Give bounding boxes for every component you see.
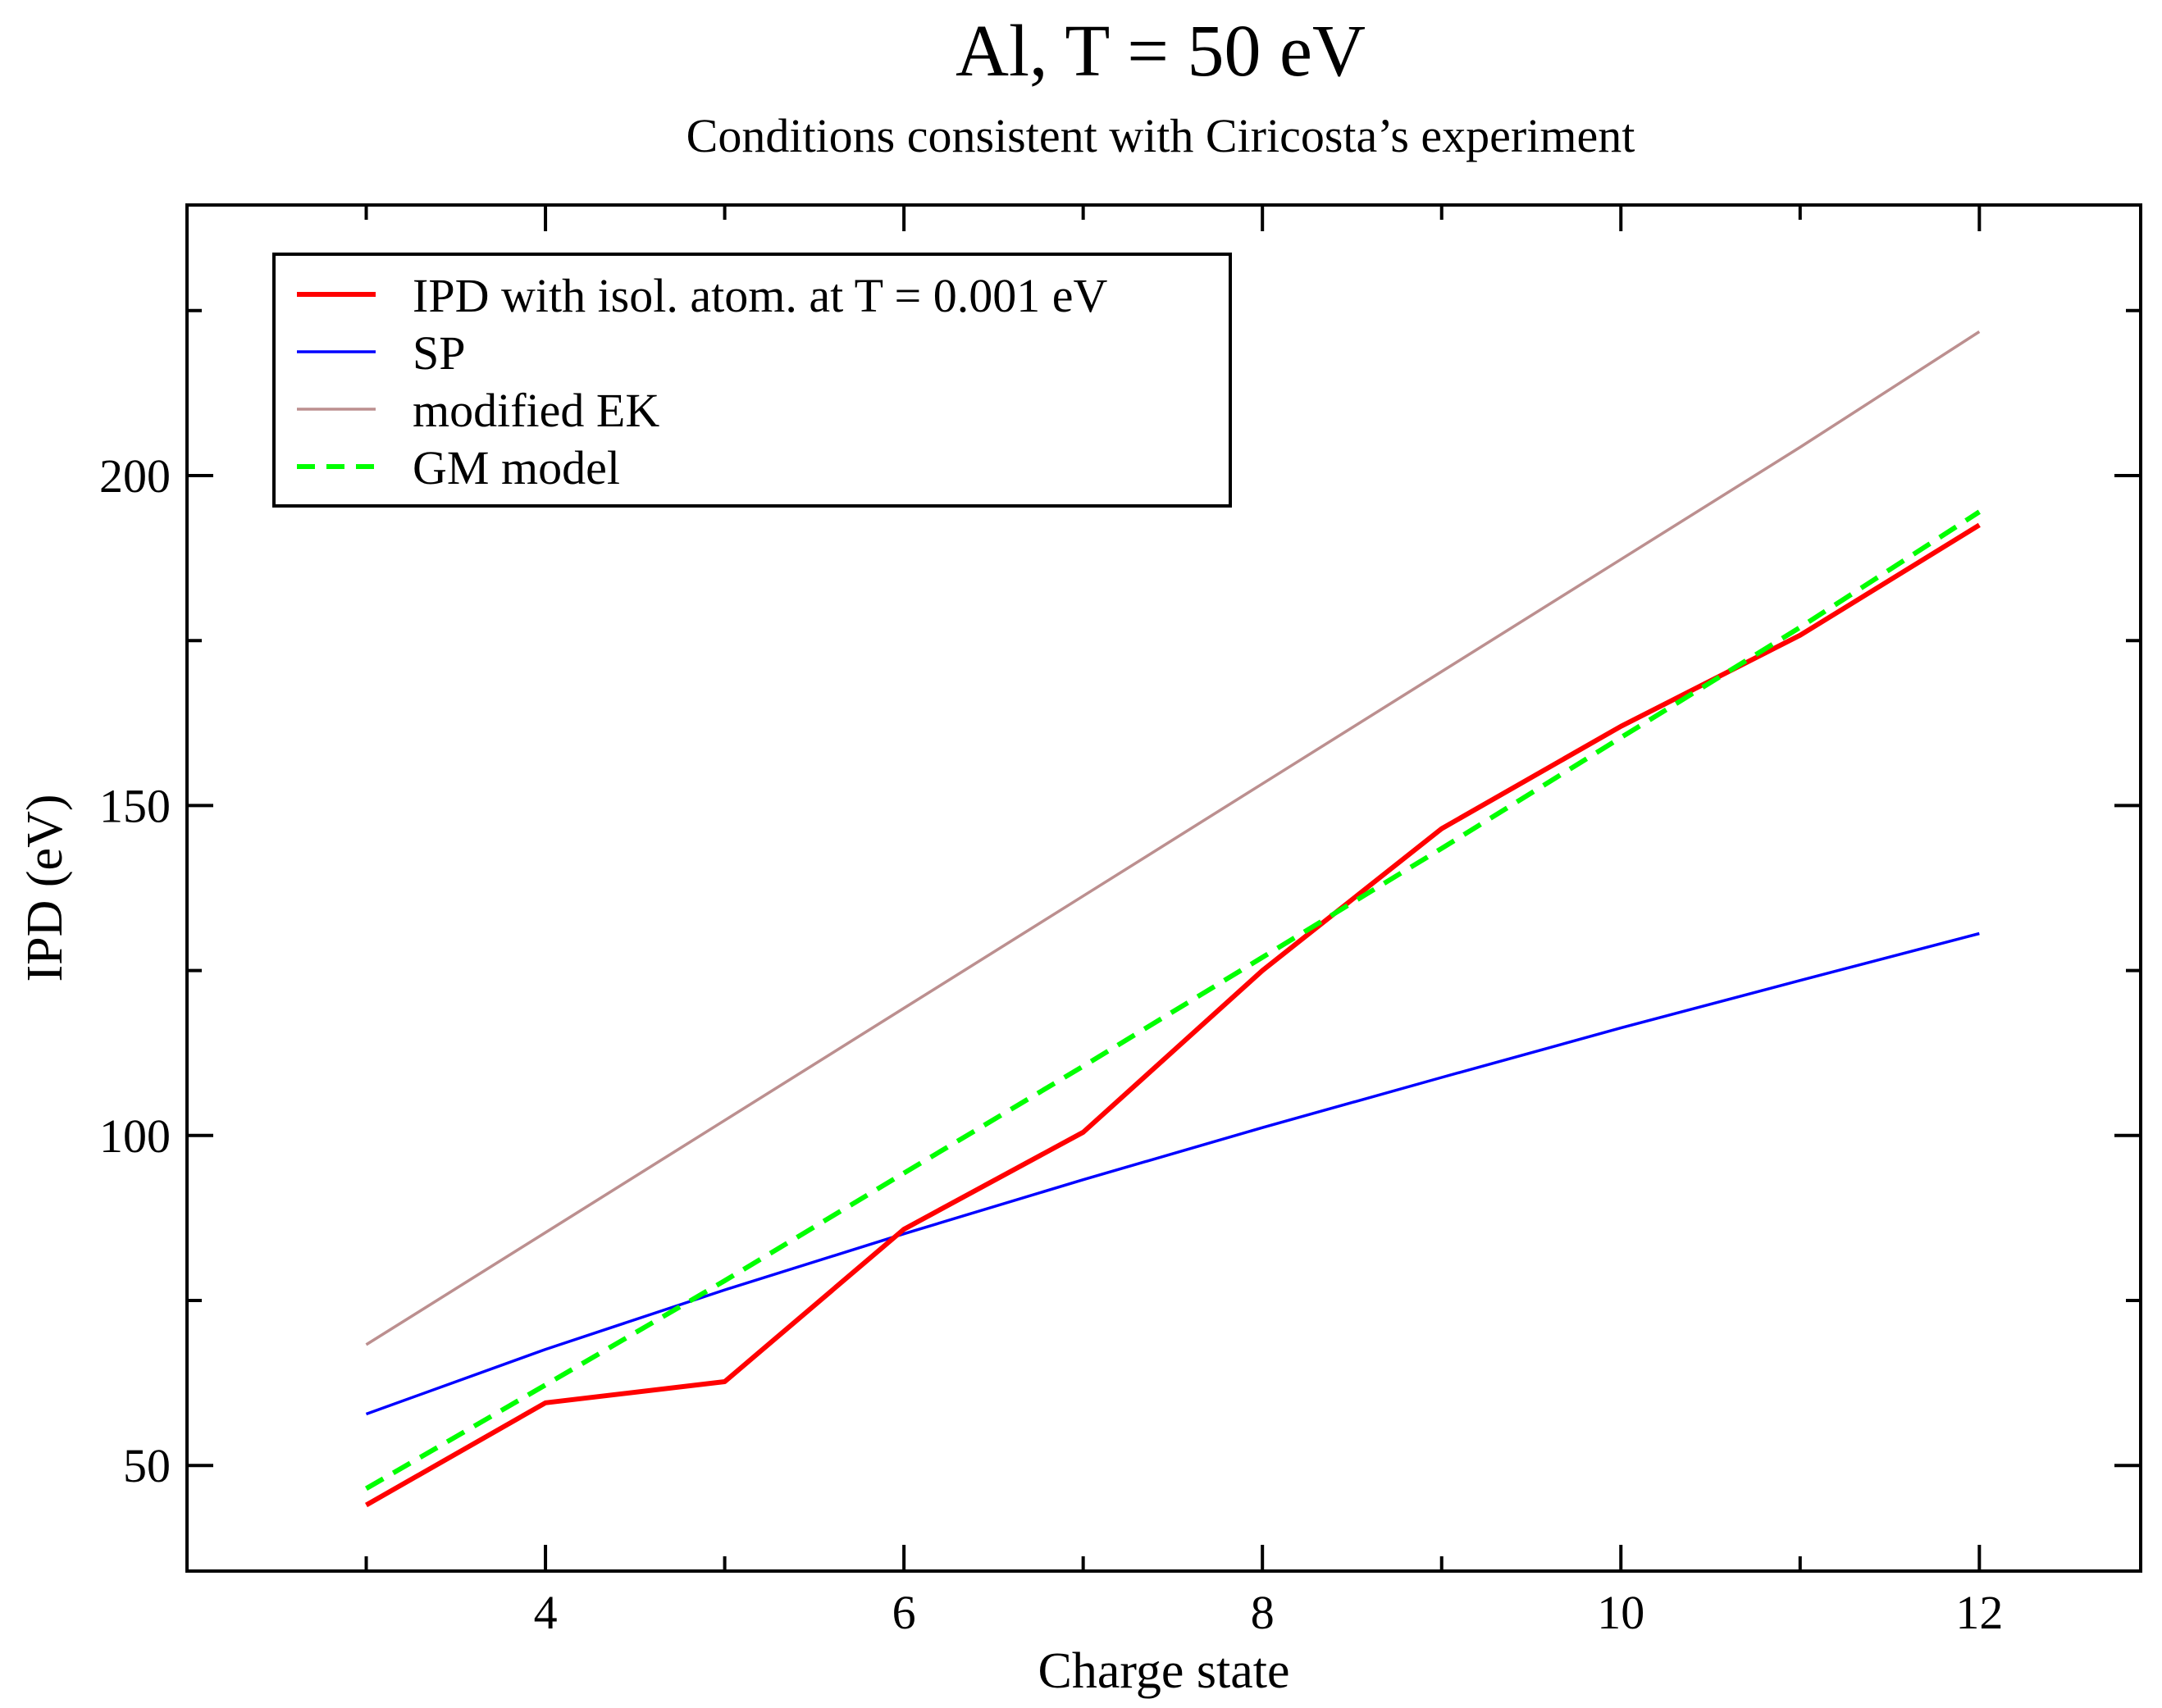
- legend-label-0: IPD with isol. atom. at T = 0.001 eV: [413, 269, 1107, 322]
- x-axis-label: Charge state: [1038, 1643, 1289, 1699]
- chart-title: Al, T = 50 eV: [956, 11, 1366, 92]
- legend-box: [272, 253, 1232, 508]
- y-axis-label: IPD (eV): [17, 795, 73, 982]
- x-tick-label: 10: [1597, 1586, 1644, 1639]
- tick-labels: 4 6 8 10 12 50 100 150 200: [99, 449, 2003, 1639]
- chart-subtitle: Conditions consistent with Ciricosta’s e…: [686, 109, 1635, 162]
- y-tick-label: 100: [99, 1109, 171, 1163]
- series-line-0: [365, 522, 1981, 1508]
- series-line-3: [364, 509, 1981, 1491]
- legend-label-2: modified EK: [413, 384, 659, 437]
- series-lines: [364, 330, 1981, 1508]
- axis-ticks: [187, 205, 2141, 1571]
- x-tick-label: 12: [1955, 1586, 2003, 1639]
- series-line-2: [365, 330, 1981, 1346]
- y-tick-label: 50: [123, 1439, 171, 1492]
- legend-items: IPD with isol. atom. at T = 0.001 eVSPmo…: [297, 269, 1107, 494]
- legend-label-1: SP: [413, 326, 466, 380]
- y-tick-label: 200: [99, 449, 171, 503]
- series-line-1: [365, 931, 1980, 1416]
- y-tick-label: 150: [99, 779, 171, 832]
- legend-label-3: GM model: [413, 441, 620, 494]
- legend: IPD with isol. atom. at T = 0.001 eVSPmo…: [272, 253, 1232, 508]
- plot-frame: [185, 203, 2142, 1573]
- x-tick-label: 4: [534, 1586, 558, 1639]
- x-tick-label: 8: [1251, 1586, 1275, 1639]
- x-tick-label: 6: [892, 1586, 916, 1639]
